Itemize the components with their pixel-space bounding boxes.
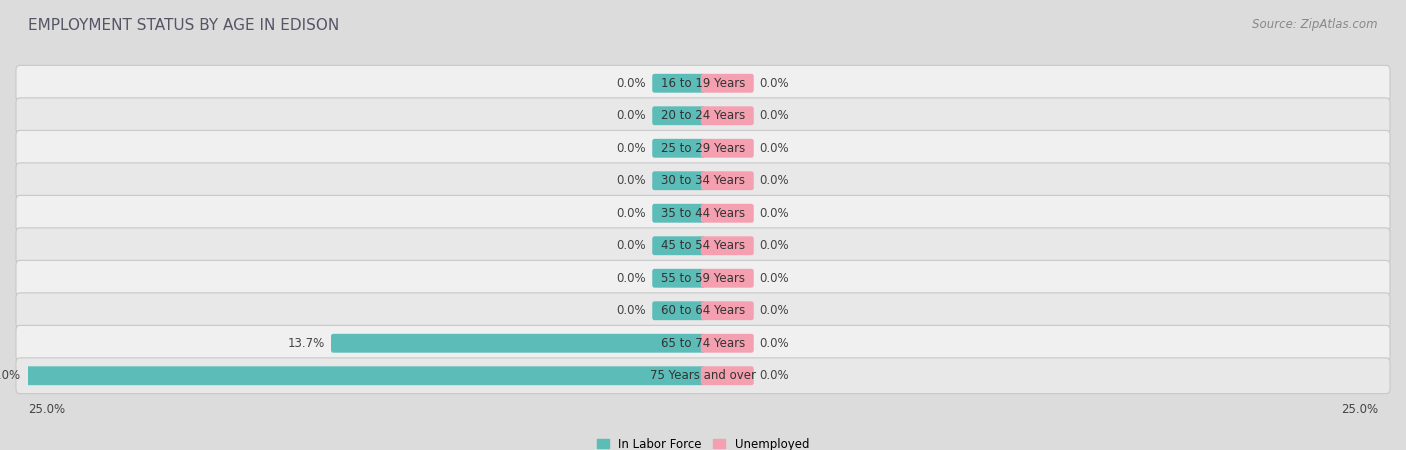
Text: 25.0%: 25.0%: [0, 369, 20, 382]
Text: 35 to 44 Years: 35 to 44 Years: [661, 207, 745, 220]
FancyBboxPatch shape: [652, 269, 706, 288]
Text: 0.0%: 0.0%: [759, 239, 789, 252]
Text: 20 to 24 Years: 20 to 24 Years: [661, 109, 745, 122]
FancyBboxPatch shape: [700, 236, 754, 255]
Text: EMPLOYMENT STATUS BY AGE IN EDISON: EMPLOYMENT STATUS BY AGE IN EDISON: [28, 18, 339, 33]
FancyBboxPatch shape: [700, 334, 754, 353]
Text: 25.0%: 25.0%: [28, 403, 65, 416]
FancyBboxPatch shape: [652, 139, 706, 158]
Text: 0.0%: 0.0%: [617, 174, 647, 187]
Text: 25 to 29 Years: 25 to 29 Years: [661, 142, 745, 155]
FancyBboxPatch shape: [330, 334, 706, 353]
Text: 75 Years and over: 75 Years and over: [650, 369, 756, 382]
Text: 0.0%: 0.0%: [617, 304, 647, 317]
FancyBboxPatch shape: [700, 106, 754, 125]
Text: 0.0%: 0.0%: [617, 142, 647, 155]
FancyBboxPatch shape: [700, 269, 754, 288]
FancyBboxPatch shape: [15, 358, 1391, 394]
Legend: In Labor Force, Unemployed: In Labor Force, Unemployed: [592, 433, 814, 450]
Text: 55 to 59 Years: 55 to 59 Years: [661, 272, 745, 285]
Text: 0.0%: 0.0%: [617, 109, 647, 122]
Text: 0.0%: 0.0%: [759, 109, 789, 122]
FancyBboxPatch shape: [15, 163, 1391, 198]
FancyBboxPatch shape: [15, 98, 1391, 134]
FancyBboxPatch shape: [652, 302, 706, 320]
FancyBboxPatch shape: [700, 366, 754, 385]
FancyBboxPatch shape: [700, 204, 754, 223]
FancyBboxPatch shape: [700, 171, 754, 190]
Text: 0.0%: 0.0%: [617, 239, 647, 252]
Text: 16 to 19 Years: 16 to 19 Years: [661, 77, 745, 90]
Text: 0.0%: 0.0%: [617, 77, 647, 90]
FancyBboxPatch shape: [652, 74, 706, 93]
Text: 0.0%: 0.0%: [759, 337, 789, 350]
Text: 30 to 34 Years: 30 to 34 Years: [661, 174, 745, 187]
Text: 0.0%: 0.0%: [759, 272, 789, 285]
FancyBboxPatch shape: [652, 204, 706, 223]
FancyBboxPatch shape: [700, 302, 754, 320]
FancyBboxPatch shape: [15, 65, 1391, 101]
Text: 25.0%: 25.0%: [1341, 403, 1378, 416]
FancyBboxPatch shape: [15, 195, 1391, 231]
Text: 45 to 54 Years: 45 to 54 Years: [661, 239, 745, 252]
FancyBboxPatch shape: [15, 261, 1391, 296]
Text: Source: ZipAtlas.com: Source: ZipAtlas.com: [1253, 18, 1378, 31]
Text: 65 to 74 Years: 65 to 74 Years: [661, 337, 745, 350]
FancyBboxPatch shape: [700, 139, 754, 158]
FancyBboxPatch shape: [15, 130, 1391, 166]
FancyBboxPatch shape: [25, 366, 706, 385]
Text: 0.0%: 0.0%: [759, 174, 789, 187]
FancyBboxPatch shape: [652, 106, 706, 125]
Text: 0.0%: 0.0%: [759, 304, 789, 317]
FancyBboxPatch shape: [15, 228, 1391, 264]
FancyBboxPatch shape: [652, 171, 706, 190]
Text: 0.0%: 0.0%: [617, 272, 647, 285]
Text: 0.0%: 0.0%: [759, 77, 789, 90]
FancyBboxPatch shape: [15, 325, 1391, 361]
Text: 0.0%: 0.0%: [759, 369, 789, 382]
FancyBboxPatch shape: [15, 293, 1391, 328]
Text: 0.0%: 0.0%: [759, 207, 789, 220]
Text: 0.0%: 0.0%: [759, 142, 789, 155]
Text: 60 to 64 Years: 60 to 64 Years: [661, 304, 745, 317]
FancyBboxPatch shape: [652, 236, 706, 255]
FancyBboxPatch shape: [700, 74, 754, 93]
Text: 0.0%: 0.0%: [617, 207, 647, 220]
Text: 13.7%: 13.7%: [288, 337, 325, 350]
